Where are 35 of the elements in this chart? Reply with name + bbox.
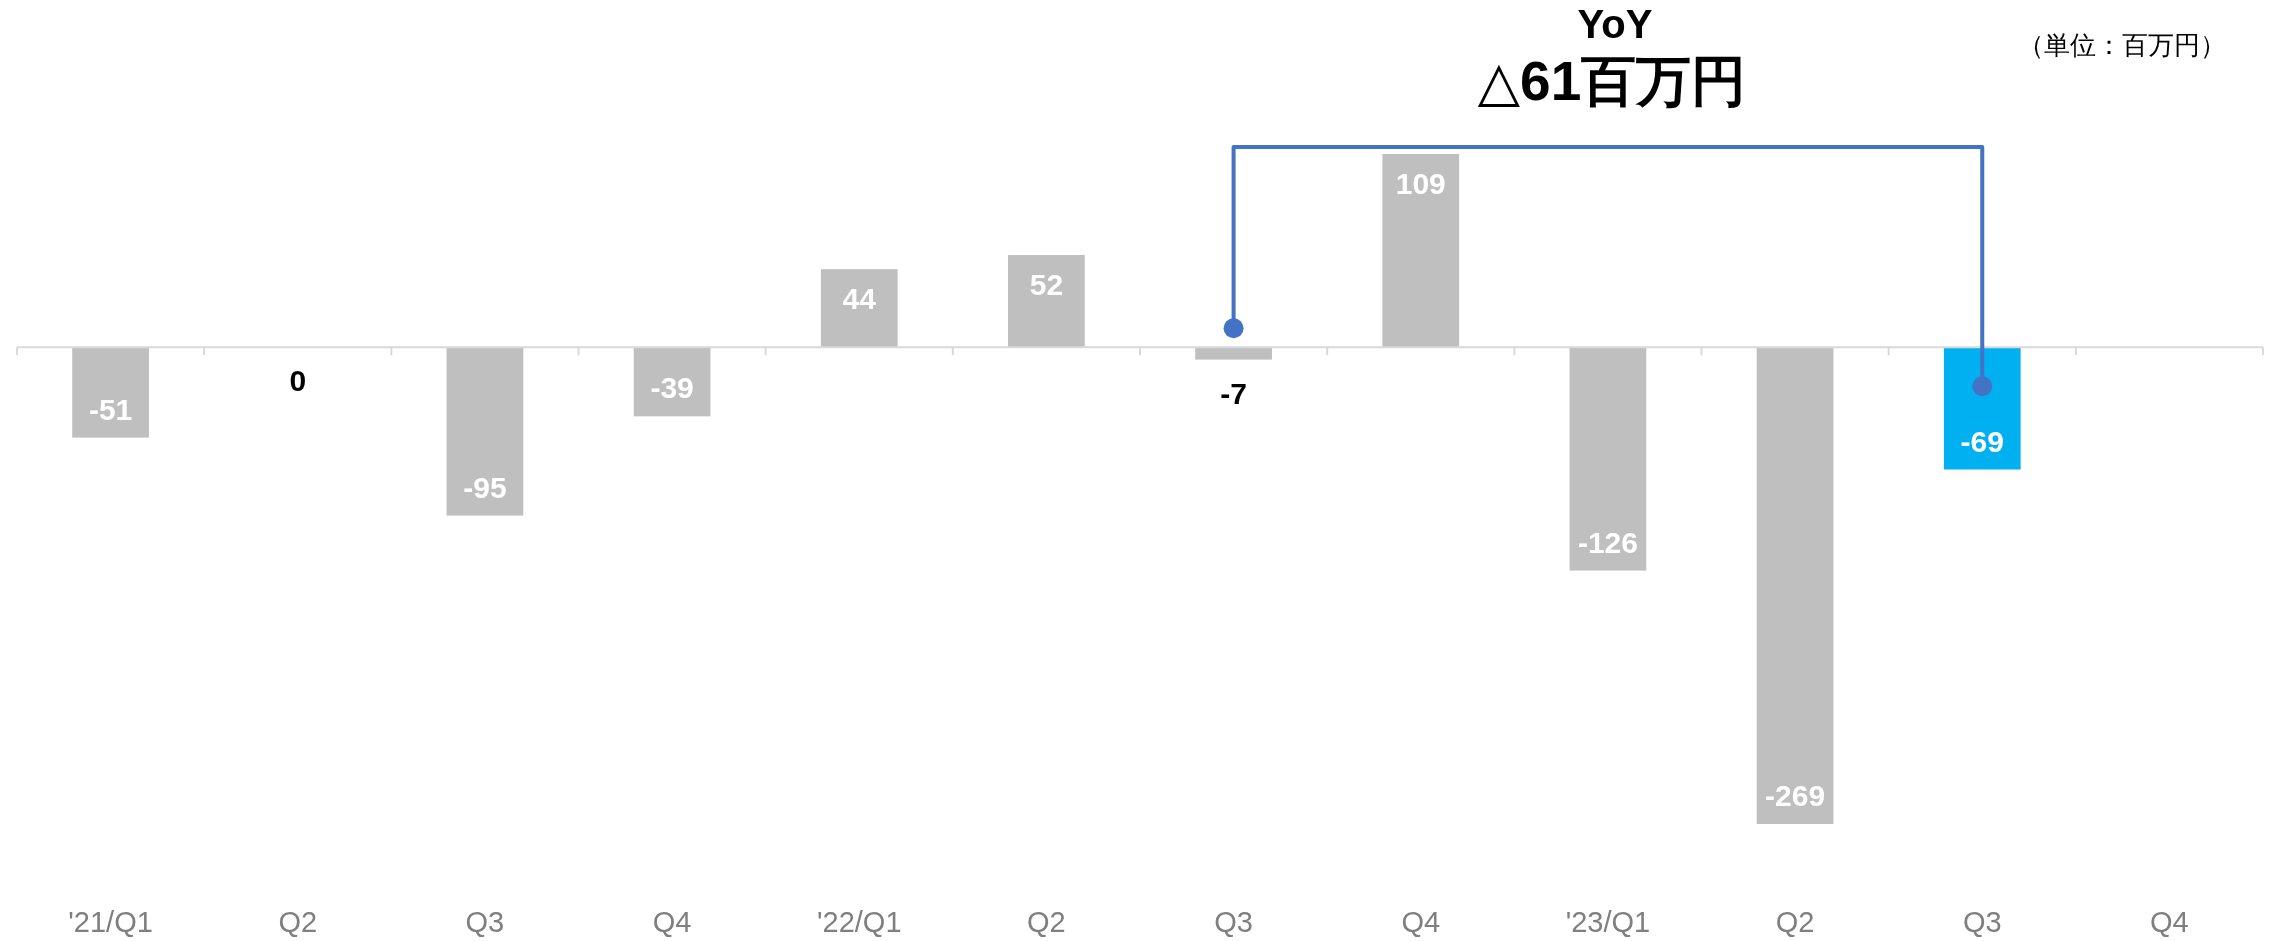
text: （単位：百万円） xyxy=(2018,30,2226,60)
data-label: -7 xyxy=(1220,376,1247,410)
x-tick-label: Q4 xyxy=(1401,906,1441,938)
data-label: -269 xyxy=(1765,779,1826,812)
x-tick-label: Q3 xyxy=(1962,906,2002,938)
bar xyxy=(1943,347,2021,470)
x-tick-label: '22/Q1 xyxy=(816,906,902,938)
x-tick-label: '23/Q1 xyxy=(1565,906,1651,938)
data-label: 52 xyxy=(1029,268,1064,302)
x-tick-label: '21/Q1 xyxy=(68,906,153,938)
data-label: -95 xyxy=(463,470,507,504)
x-tick-label: Q4 xyxy=(2150,906,2189,938)
bar xyxy=(1008,255,1085,348)
text: YoY xyxy=(1577,2,1653,46)
data-label: -51 xyxy=(88,392,133,426)
bar xyxy=(1382,154,1460,348)
bar xyxy=(446,347,524,516)
x-tick-label: Q2 xyxy=(278,906,318,938)
bar xyxy=(1756,347,1834,824)
data-label: -126 xyxy=(1577,525,1638,559)
text: △61百万円 xyxy=(1477,50,1747,112)
bar xyxy=(1195,347,1272,360)
data-label: -69 xyxy=(1960,424,2004,458)
bar xyxy=(1569,347,1647,571)
x-tick-label: Q2 xyxy=(1027,906,1066,938)
data-label: 44 xyxy=(842,282,877,316)
x-tick-label: Q4 xyxy=(652,906,692,938)
data-label: 0 xyxy=(289,364,307,398)
x-tick-label: Q2 xyxy=(1775,906,1815,938)
x-tick-label: Q3 xyxy=(465,906,505,938)
bar xyxy=(72,347,149,438)
bar xyxy=(820,269,898,348)
data-label: -39 xyxy=(650,371,694,405)
x-tick-label: Q3 xyxy=(1214,906,1253,938)
data-label: 109 xyxy=(1395,167,1446,200)
